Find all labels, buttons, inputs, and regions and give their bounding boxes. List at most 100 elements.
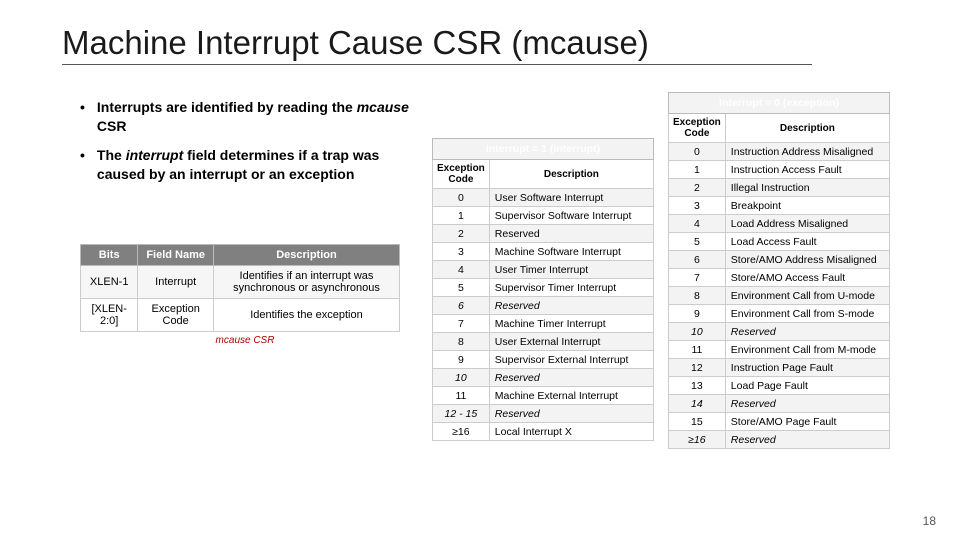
code-cell: 3 [433,243,490,261]
code-cell: ≥16 [433,423,490,441]
table-row: 4Load Address Misaligned [669,215,890,233]
code-cell: 6 [669,251,726,269]
fields-h2: Description [213,244,399,265]
desc-cell: Load Page Fault [725,377,889,395]
table-row: 3Machine Software Interrupt [433,243,654,261]
bullet-1-pre: Interrupts are identified by reading the [97,99,357,115]
fields-caption: mcause CSR [80,335,410,346]
exception-col1: Exception Code [669,114,726,143]
desc-cell: Instruction Page Fault [725,359,889,377]
desc-cell: Reserved [489,225,653,243]
desc-cell: User External Interrupt [489,333,653,351]
desc-cell: Instruction Address Misaligned [725,143,889,161]
interrupt-table: Interrupt = 1 (interrupt) Exception Code… [432,138,654,441]
desc-cell: Instruction Access Fault [725,161,889,179]
code-cell: 13 [669,377,726,395]
fields-table: Bits Field Name Description XLEN-1 Inter… [80,244,400,332]
code-cell: 8 [669,287,726,305]
code-cell: 5 [669,233,726,251]
table-row: 0User Software Interrupt [433,189,654,207]
table-row: 12Instruction Page Fault [669,359,890,377]
code-cell: 10 [669,323,726,341]
desc-cell: Store/AMO Page Fault [725,413,889,431]
desc-cell: Load Access Fault [725,233,889,251]
code-cell: 9 [433,351,490,369]
code-cell: 4 [433,261,490,279]
table-row: 14Reserved [669,395,890,413]
desc-cell: Environment Call from U-mode [725,287,889,305]
interrupt-col2: Description [489,160,653,189]
desc-cell: Store/AMO Access Fault [725,269,889,287]
desc-cell: Supervisor Timer Interrupt [489,279,653,297]
code-cell: 1 [433,207,490,225]
fields-h0: Bits [81,244,138,265]
table-row: 7Store/AMO Access Fault [669,269,890,287]
table-row: ≥16Reserved [669,431,890,449]
bullet-2-pre: The [97,147,126,163]
table-row: 5Load Access Fault [669,233,890,251]
desc-cell: Reserved [725,431,889,449]
table-row: 2Illegal Instruction [669,179,890,197]
bullet-dot-icon: • [80,98,85,136]
table-row: 11Environment Call from M-mode [669,341,890,359]
desc-cell: Store/AMO Address Misaligned [725,251,889,269]
table-row: 1Instruction Access Fault [669,161,890,179]
code-cell: 8 [433,333,490,351]
code-cell: 14 [669,395,726,413]
table-row: 13Load Page Fault [669,377,890,395]
interrupt-banner: Interrupt = 1 (interrupt) [433,139,654,160]
page-number: 18 [923,514,936,528]
table-row: [XLEN-2:0] Exception Code Identifies the… [81,298,400,331]
desc-cell: Breakpoint [725,197,889,215]
bullet-1: • Interrupts are identified by reading t… [80,98,410,136]
desc-cell: Supervisor External Interrupt [489,351,653,369]
table-row: 10Reserved [669,323,890,341]
table-row: 2Reserved [433,225,654,243]
desc-cell: User Software Interrupt [489,189,653,207]
code-cell: 4 [669,215,726,233]
desc-cell: Load Address Misaligned [725,215,889,233]
bullet-2-em: interrupt [126,147,184,163]
code-cell: 3 [669,197,726,215]
desc-cell: User Timer Interrupt [489,261,653,279]
code-cell: 0 [433,189,490,207]
desc-cell: Environment Call from M-mode [725,341,889,359]
code-cell: 2 [669,179,726,197]
bullet-1-em: mcause [357,99,409,115]
fields-h1: Field Name [138,244,214,265]
desc-cell: Environment Call from S-mode [725,305,889,323]
desc-cell: Machine Software Interrupt [489,243,653,261]
code-cell: 15 [669,413,726,431]
interrupt-col1: Exception Code [433,160,490,189]
code-cell: 0 [669,143,726,161]
exception-table-wrap: Interrupt = 0 (exception) Exception Code… [668,92,890,449]
exception-table: Interrupt = 0 (exception) Exception Code… [668,92,890,449]
code-cell: 5 [433,279,490,297]
code-cell: 6 [433,297,490,315]
code-cell: 10 [433,369,490,387]
bullet-2: • The interrupt field determines if a tr… [80,146,410,184]
desc-cell: Reserved [489,369,653,387]
left-column: • Interrupts are identified by reading t… [80,98,410,346]
code-cell: 11 [669,341,726,359]
code-cell: 1 [669,161,726,179]
table-row: 7Machine Timer Interrupt [433,315,654,333]
table-row: 5Supervisor Timer Interrupt [433,279,654,297]
table-row: 8User External Interrupt [433,333,654,351]
table-row: 11Machine External Interrupt [433,387,654,405]
desc-cell: Reserved [489,405,653,423]
exception-col2: Description [725,114,889,143]
table-row: 6Store/AMO Address Misaligned [669,251,890,269]
table-row: 0Instruction Address Misaligned [669,143,890,161]
bullet-dot-icon: • [80,146,85,184]
desc-cell: Reserved [489,297,653,315]
desc-cell: Reserved [725,395,889,413]
code-cell: 7 [433,315,490,333]
bullet-1-post: CSR [97,118,127,134]
table-row: 4User Timer Interrupt [433,261,654,279]
code-cell: 9 [669,305,726,323]
code-cell: ≥16 [669,431,726,449]
table-row: 9Environment Call from S-mode [669,305,890,323]
interrupt-table-wrap: Interrupt = 1 (interrupt) Exception Code… [432,138,654,441]
table-row: 12 - 15Reserved [433,405,654,423]
